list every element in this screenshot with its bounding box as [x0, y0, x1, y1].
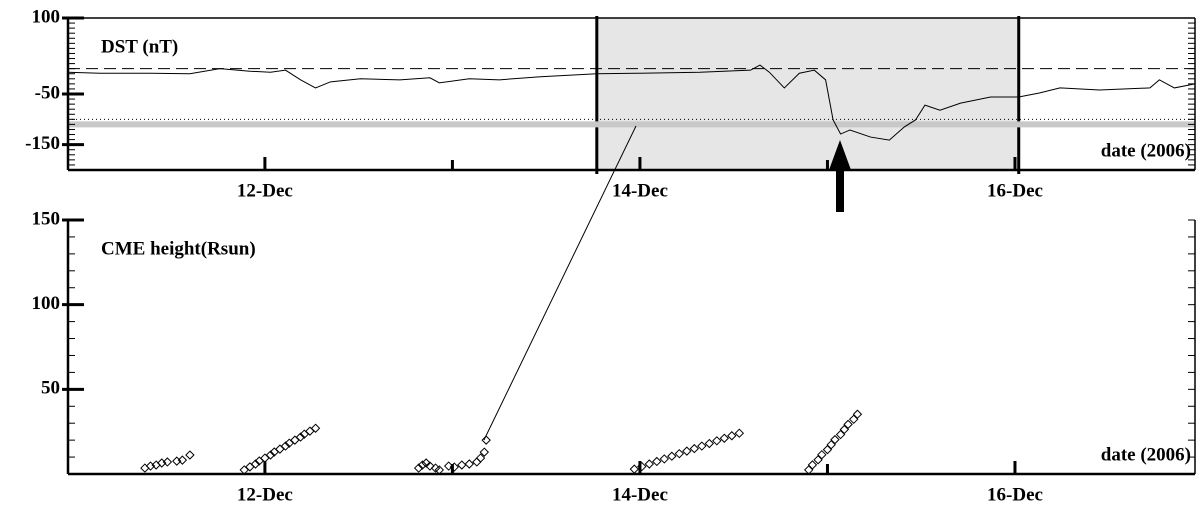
cme-point: [157, 458, 167, 468]
cme-point: [804, 465, 814, 475]
cme-point: [826, 439, 836, 450]
x-tick-label: 12-Dec: [237, 180, 293, 201]
cme-point: [280, 441, 291, 451]
cme-point: [275, 444, 285, 454]
x-tick-label: 14-Dec: [612, 180, 668, 201]
cme-point: [434, 465, 444, 475]
cme-point: [674, 448, 685, 459]
cme-point: [830, 434, 840, 445]
cme-point: [849, 414, 859, 425]
cme-point: [417, 460, 428, 470]
cme-point: [425, 461, 435, 471]
cme-point: [472, 457, 482, 467]
cme-point: [637, 461, 647, 472]
cme-point: [162, 457, 173, 467]
cme-point: [682, 446, 692, 456]
arrow-shaft: [836, 165, 844, 212]
cme-point: [245, 462, 255, 472]
y-tick-label: 50: [41, 378, 60, 399]
y-tick-label: -50: [35, 82, 60, 103]
cme-point: [310, 423, 321, 433]
x-tick-label: 16-Dec: [987, 180, 1043, 201]
x-axis-label: date (2006): [1101, 140, 1191, 161]
cme-point: [719, 433, 730, 443]
cme-point: [475, 453, 486, 463]
cme-point: [712, 436, 722, 446]
cme-point: [807, 460, 818, 470]
y-tick-label: 150: [32, 208, 61, 229]
cme-point: [644, 459, 655, 469]
cme-point: [295, 432, 306, 442]
cme-point: [464, 459, 475, 469]
cme-point: [817, 449, 827, 460]
cme-point: [250, 459, 261, 469]
shaded-interval: [596, 18, 1019, 170]
dst-line: [67, 64, 1196, 141]
cme-point: [479, 447, 490, 457]
cme-point: [413, 463, 424, 473]
cme-point: [172, 456, 182, 466]
cme-point: [185, 450, 195, 460]
cme-point: [265, 450, 276, 460]
cme-point: [697, 441, 707, 451]
cme-point: [449, 462, 459, 472]
cme-point: [734, 428, 745, 438]
cme-point: [813, 455, 823, 465]
x-tick-label: 14-Dec: [612, 484, 668, 505]
arrow-head: [829, 140, 851, 170]
cme-point: [659, 454, 670, 464]
overlay: [483, 125, 851, 441]
cme-point: [239, 465, 249, 475]
plot-area: 100 -50 -150 12-Dec 14-Dec 16-Dec DST (nT) date…: [25, 6, 1196, 505]
y-tick-label: 100: [32, 293, 61, 314]
cme-point: [457, 460, 467, 470]
cme-point: [689, 443, 700, 454]
cme-point: [481, 435, 491, 445]
x-tick-label: 16-Dec: [987, 484, 1043, 505]
y-tick-label: 100: [32, 6, 61, 27]
cme-point: [145, 461, 156, 471]
cme-point: [290, 435, 300, 445]
cme-point: [822, 444, 833, 455]
x-tick-label: 12-Dec: [237, 484, 293, 505]
cme-point: [835, 429, 846, 440]
panel-title: DST (nT): [101, 36, 178, 57]
cme-point: [667, 451, 677, 461]
cme-point: [727, 431, 737, 441]
x-axis-label: date (2006): [1101, 444, 1191, 465]
cme-point: [305, 426, 315, 436]
cme-point: [704, 438, 715, 449]
cme-point: [629, 464, 640, 474]
cme-point: [177, 455, 188, 465]
link-line: [483, 125, 637, 441]
cme-point: [843, 419, 853, 430]
cme-point: [852, 409, 863, 419]
cme-point: [260, 453, 270, 463]
panel-title: CME height(Rsun): [101, 238, 256, 259]
y-tick-label: -150: [25, 133, 60, 154]
cme-point: [443, 461, 454, 471]
cme-point: [839, 424, 850, 435]
cme-point: [652, 456, 662, 467]
